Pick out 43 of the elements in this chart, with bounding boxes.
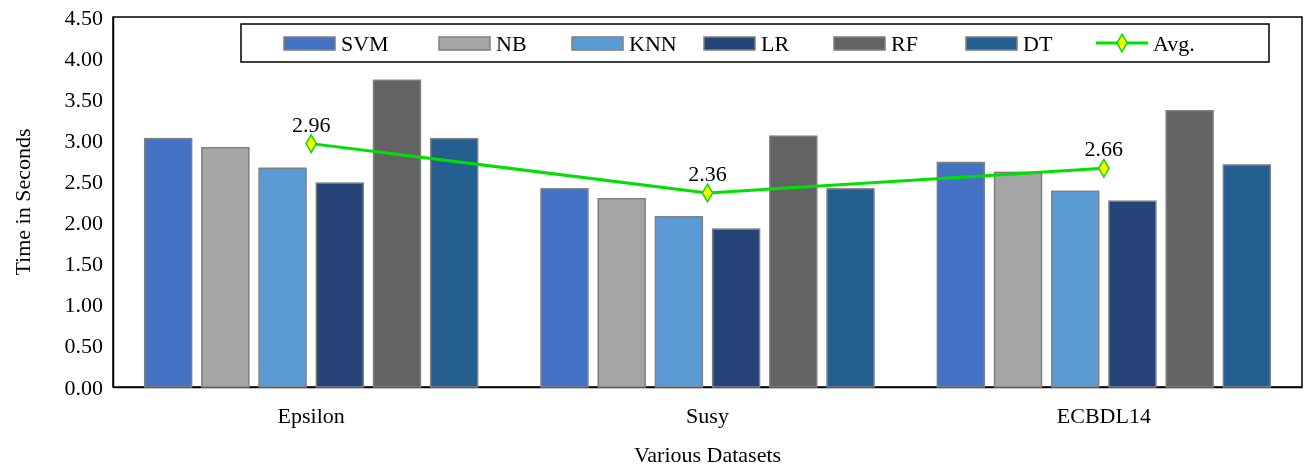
- bar: [769, 135, 818, 388]
- bar: [1222, 164, 1272, 388]
- bar: [826, 188, 875, 388]
- legend-label: LR: [761, 31, 790, 56]
- bar: [1051, 190, 1100, 388]
- bar: [936, 161, 986, 388]
- text: 0.50: [64, 333, 103, 359]
- y-axis-title: Time in Seconds: [10, 128, 35, 276]
- bar: [540, 188, 589, 388]
- text: 3.00: [64, 127, 103, 153]
- data-label: 2.66: [1084, 136, 1124, 162]
- x-tick-label: Susy: [686, 402, 729, 428]
- text: 0.00: [64, 374, 103, 400]
- x-tick-label: ECBDL14: [1056, 402, 1151, 428]
- data-label: 2.36: [688, 160, 727, 186]
- bar: [315, 182, 364, 388]
- text: 2.00: [64, 210, 103, 236]
- bar: [258, 167, 307, 388]
- legend-label: NB: [496, 31, 527, 56]
- text: 1.50: [64, 251, 103, 277]
- text: 4.00: [64, 45, 103, 71]
- x-axis-title: Various Datasets: [633, 442, 782, 467]
- x-tick-label: Epsilon: [277, 402, 345, 428]
- bar: [1108, 200, 1157, 388]
- legend-label: DT: [1023, 31, 1053, 56]
- bar: [711, 228, 761, 388]
- text: 4.50: [64, 4, 103, 30]
- text: 3.50: [64, 86, 103, 112]
- bar: [1165, 109, 1214, 388]
- legend-label: SVM: [341, 31, 389, 56]
- bar: [201, 146, 250, 388]
- legend-label: Avg.: [1153, 31, 1195, 56]
- bar: [654, 216, 704, 388]
- legend-label: RF: [891, 31, 918, 56]
- data-label: 2.96: [291, 111, 331, 137]
- text: 1.00: [64, 292, 103, 318]
- text: 2.50: [64, 168, 103, 194]
- bar: [143, 137, 193, 388]
- bar: [597, 197, 646, 388]
- legend-label: KNN: [629, 31, 677, 56]
- bar: [372, 79, 422, 388]
- bar: [429, 137, 479, 388]
- bar: [993, 171, 1043, 388]
